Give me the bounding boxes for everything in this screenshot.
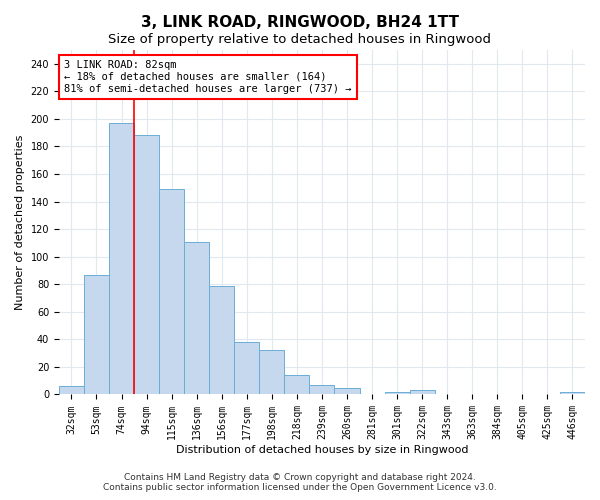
Y-axis label: Number of detached properties: Number of detached properties <box>15 134 25 310</box>
Text: 3 LINK ROAD: 82sqm
← 18% of detached houses are smaller (164)
81% of semi-detach: 3 LINK ROAD: 82sqm ← 18% of detached hou… <box>64 60 352 94</box>
Bar <box>259 350 284 395</box>
Bar <box>310 385 334 394</box>
Bar <box>385 392 410 394</box>
Bar <box>410 390 434 394</box>
Bar <box>184 242 209 394</box>
Bar <box>284 375 310 394</box>
Text: Contains HM Land Registry data © Crown copyright and database right 2024.
Contai: Contains HM Land Registry data © Crown c… <box>103 473 497 492</box>
Bar <box>334 388 359 394</box>
Bar <box>234 342 259 394</box>
Text: 3, LINK ROAD, RINGWOOD, BH24 1TT: 3, LINK ROAD, RINGWOOD, BH24 1TT <box>141 15 459 30</box>
Bar <box>134 136 159 394</box>
Bar <box>560 392 585 394</box>
Bar <box>159 189 184 394</box>
Text: Size of property relative to detached houses in Ringwood: Size of property relative to detached ho… <box>109 32 491 46</box>
Bar <box>209 286 234 395</box>
Bar <box>109 123 134 394</box>
Bar <box>84 274 109 394</box>
X-axis label: Distribution of detached houses by size in Ringwood: Distribution of detached houses by size … <box>176 445 468 455</box>
Bar <box>59 386 84 394</box>
